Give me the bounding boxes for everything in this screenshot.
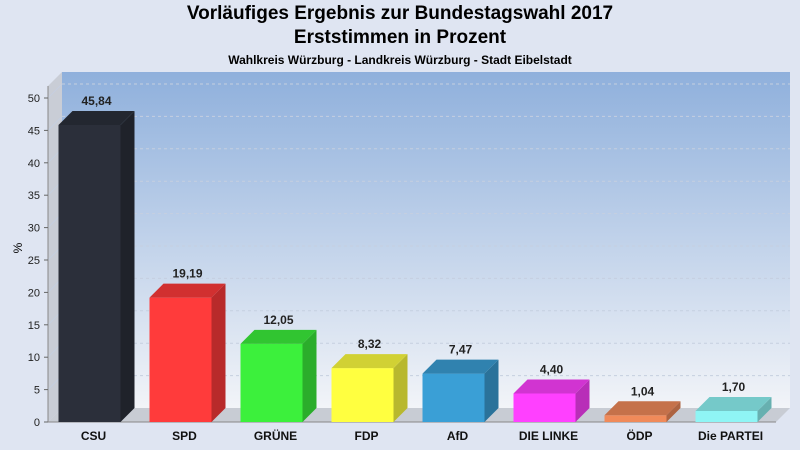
bar-front — [695, 410, 758, 422]
bar-side — [120, 110, 135, 423]
bar-top — [58, 110, 135, 125]
bar-top — [513, 379, 590, 394]
bar-front — [58, 124, 121, 423]
y-axis-label: % — [11, 242, 25, 253]
bar-side — [302, 329, 317, 422]
bar-front — [149, 297, 212, 422]
x-tick-label: ÖDP — [626, 428, 652, 443]
y-tick-label: 20 — [28, 287, 40, 299]
gridline-side — [47, 116, 63, 131]
bar-value-label: 1,04 — [631, 384, 655, 398]
bars: 45,84 19,19 12,05 8,32 7,47 4,40 1,04 1,70 — [58, 94, 772, 423]
bar-side — [575, 379, 590, 422]
bar-side — [484, 359, 499, 422]
bar-value-label: 4,40 — [540, 362, 564, 376]
bar-grüne: 12,05 — [240, 313, 317, 422]
bar-front — [604, 415, 667, 422]
x-tick-label: DIE LINKE — [519, 429, 578, 443]
y-tick-label: 5 — [34, 385, 40, 397]
x-tick-label: GRÜNE — [254, 428, 297, 443]
bar-side — [757, 396, 772, 422]
bar-top — [240, 329, 317, 344]
y-tick-label: 40 — [28, 158, 40, 170]
bar-top — [331, 354, 408, 369]
bar-fdp: 8,32 — [331, 337, 408, 422]
y-ticks: 0 5 10 15 20 25 30 35 40 45 50 — [28, 93, 48, 429]
bar-front — [331, 368, 394, 422]
y-tick-label: 10 — [28, 352, 40, 364]
gridline-side — [47, 83, 63, 99]
chart-title: Vorläufiges Ergebnis zur Bundestagswahl … — [186, 3, 614, 24]
chart-subtitle: Erststimmen in Prozent — [293, 27, 507, 48]
bar-front — [240, 343, 303, 422]
y-tick-label: 45 — [28, 125, 40, 137]
bar-side — [666, 401, 681, 422]
bar-value-label: 45,84 — [81, 94, 111, 108]
bar-die-linke: 4,40 — [513, 362, 590, 422]
y-tick-label: 15 — [28, 320, 40, 332]
y-tick-label: 35 — [28, 190, 40, 202]
bar-value-label: 7,47 — [449, 343, 473, 357]
bar-value-label: 19,19 — [172, 267, 202, 281]
bar-front — [513, 393, 576, 422]
x-labels: CSU SPD GRÜNE FDP AfD DIE LINKE ÖDP Die PARTEI — [81, 428, 763, 443]
bar-die-partei: 1,70 — [695, 380, 772, 422]
x-tick-label: CSU — [81, 429, 106, 443]
bar-top — [422, 359, 499, 374]
bar-top — [604, 401, 681, 416]
x-tick-label: FDP — [355, 429, 379, 443]
bar-value-label: 12,05 — [263, 313, 293, 327]
y-tick-label: 30 — [28, 223, 40, 235]
y-tick-label: 25 — [28, 255, 40, 267]
bar-csu: 45,84 — [58, 94, 135, 423]
bar-afd: 7,47 — [422, 343, 499, 422]
y-tick-label: 50 — [28, 93, 40, 105]
bar-front — [422, 373, 485, 422]
bar-top — [149, 283, 226, 298]
bar-side — [393, 354, 408, 422]
x-tick-label: Die PARTEI — [698, 429, 763, 443]
bar-top — [695, 396, 772, 411]
bar-side — [211, 283, 226, 422]
bar-value-label: 1,70 — [722, 380, 746, 394]
x-tick-label: AfD — [447, 429, 469, 443]
bar-spd: 19,19 — [149, 267, 226, 422]
bar-ödp: 1,04 — [604, 384, 681, 422]
x-tick-label: SPD — [172, 429, 197, 443]
chart-caption: Wahlkreis Würzburg - Landkreis Würzburg … — [228, 53, 572, 67]
y-tick-label: 0 — [34, 417, 40, 429]
bar-value-label: 8,32 — [358, 337, 382, 351]
